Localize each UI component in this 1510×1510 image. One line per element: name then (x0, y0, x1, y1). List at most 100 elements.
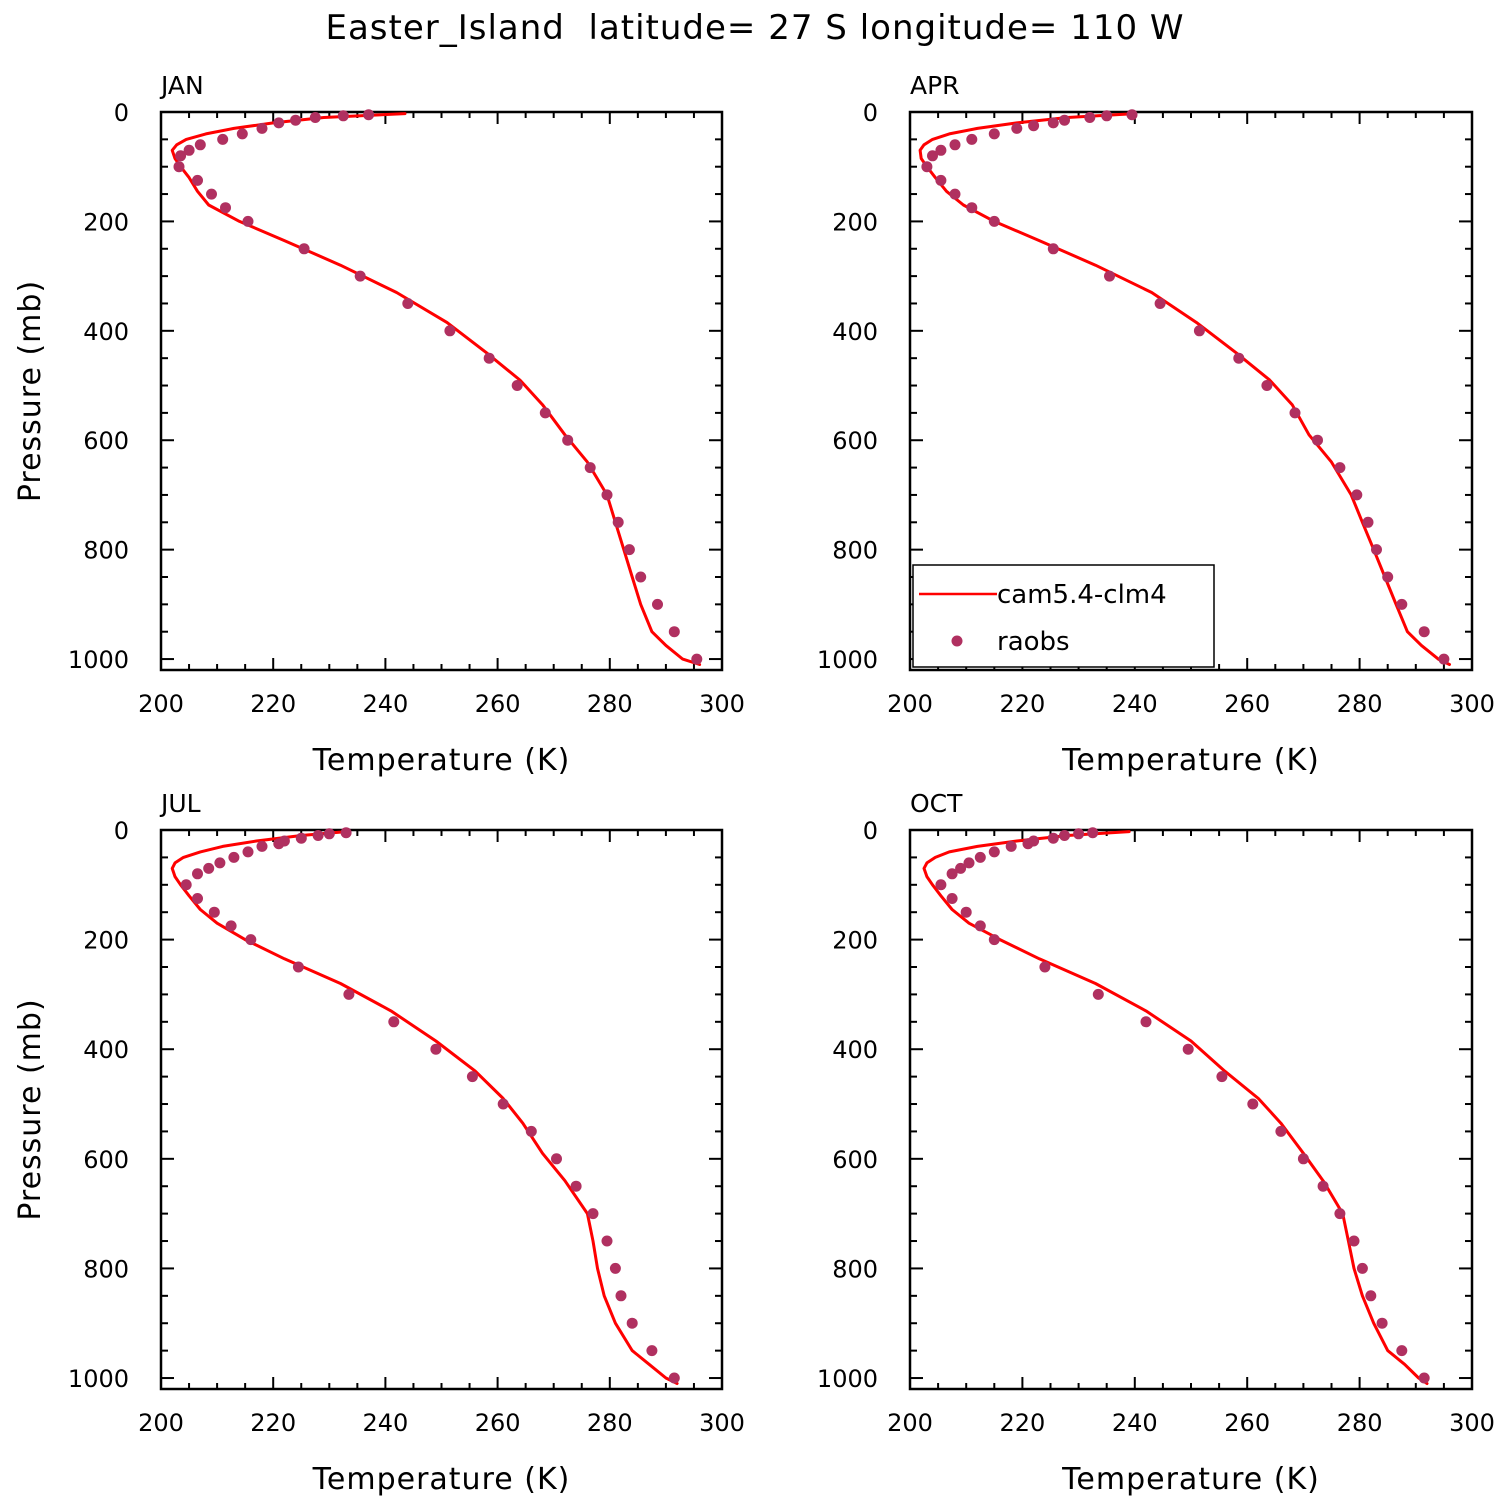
raobs-point-jan (612, 516, 624, 528)
raobs-point-jan (601, 489, 613, 501)
raobs-point-oct (1356, 1262, 1368, 1274)
y-tick-label-apr: 0 (863, 99, 878, 127)
raobs-point-jan (256, 122, 268, 134)
raobs-point-oct (1275, 1125, 1287, 1137)
raobs-point-oct (946, 893, 958, 904)
raobs-point-jul (615, 1290, 627, 1302)
model-profile-line-oct (922, 830, 1429, 1385)
x-tick-label-oct: 220 (999, 1409, 1045, 1437)
x-tick-label-apr: 260 (1224, 690, 1270, 718)
x-axis-title-oct: Temperature (K) (1061, 1462, 1320, 1497)
raobs-point-oct (946, 868, 958, 880)
y-tick-label-apr: 1000 (817, 646, 878, 674)
panel-label-oct: OCT (910, 789, 963, 818)
y-tick-label-jan: 0 (114, 99, 129, 127)
figure-title: Easter_Island latitude= 27 S longitude= … (325, 8, 1185, 48)
raobs-point-jul (497, 1098, 509, 1110)
raobs-point-oct (1376, 1317, 1388, 1329)
raobs-point-oct (1140, 1016, 1152, 1028)
raobs-point-apr (935, 144, 947, 156)
y-tick-label-oct: 400 (832, 1036, 878, 1064)
raobs-point-jan (511, 380, 523, 391)
legend-label-model: cam5.4-clm4 (997, 580, 1167, 610)
y-tick-label-apr: 200 (832, 208, 878, 236)
y-tick-label-oct: 0 (863, 817, 878, 845)
raobs-point-apr (1261, 380, 1273, 391)
raobs-point-jul (430, 1043, 442, 1055)
raobs-point-apr (1418, 626, 1430, 638)
raobs-point-jan (444, 325, 456, 337)
raobs-point-apr (949, 188, 961, 200)
raobs-point-apr (921, 161, 933, 173)
raobs-point-oct (988, 846, 1000, 858)
y-tick-label-oct: 1000 (817, 1365, 878, 1393)
x-tick-label-jul: 300 (699, 1409, 745, 1437)
raobs-point-oct (1216, 1071, 1228, 1083)
legend-label-obs: raobs (997, 627, 1070, 657)
x-tick-label-oct: 240 (1112, 1409, 1158, 1437)
raobs-point-oct (1348, 1235, 1360, 1247)
raobs-point-jul (273, 838, 285, 850)
raobs-point-apr (1047, 243, 1059, 255)
raobs-point-jan (635, 571, 647, 583)
raobs-point-jan (220, 202, 231, 214)
raobs-point-apr (1028, 120, 1040, 132)
panel-label-apr: APR (910, 71, 960, 100)
raobs-point-apr (1059, 114, 1070, 126)
raobs-point-apr (1351, 489, 1363, 501)
raobs-point-oct (1005, 840, 1017, 852)
y-tick-label-jul: 400 (83, 1036, 129, 1064)
raobs-point-oct (974, 920, 986, 932)
raobs-point-jul (388, 1016, 400, 1028)
raobs-point-apr (1334, 462, 1346, 474)
raobs-point-jan (298, 243, 310, 255)
plot-frame-jul (159, 828, 724, 1391)
raobs-point-jan (691, 653, 703, 665)
raobs-point-jan (539, 407, 551, 419)
raobs-point-jul (203, 862, 215, 874)
raobs-point-jan (562, 434, 574, 446)
raobs-point-jan (483, 352, 495, 364)
raobs-point-oct (1039, 961, 1051, 973)
raobs-point-apr (1047, 117, 1059, 129)
raobs-point-jan (273, 117, 285, 129)
raobs-point-jan (192, 174, 203, 186)
raobs-point-apr (1011, 122, 1023, 134)
raobs-point-jul (208, 906, 220, 918)
raobs-point-jul (609, 1262, 621, 1274)
raobs-point-jul (180, 879, 192, 891)
raobs-point-oct (1182, 1043, 1194, 1055)
raobs-point-jul (587, 1208, 599, 1220)
raobs-point-apr (1362, 516, 1374, 528)
raobs-point-oct (1297, 1153, 1309, 1165)
raobs-point-jul (228, 851, 240, 863)
raobs-point-oct (1087, 827, 1099, 839)
raobs-point-jul (626, 1317, 638, 1329)
raobs-point-jan (337, 110, 349, 122)
raobs-point-apr (1382, 571, 1394, 583)
y-tick-label-apr: 800 (832, 537, 878, 565)
raobs-point-jan (236, 128, 248, 140)
y-axis-title-jan: Pressure (mb) (13, 280, 48, 502)
raobs-point-oct (1059, 830, 1070, 841)
raobs-point-oct (1092, 988, 1104, 1000)
raobs-point-apr (935, 174, 947, 186)
x-tick-label-oct: 200 (887, 1409, 933, 1437)
raobs-point-oct (1396, 1345, 1408, 1357)
raobs-point-jan (242, 215, 254, 227)
raobs-point-jul (646, 1345, 658, 1357)
raobs-point-apr (1289, 407, 1301, 419)
raobs-point-jul (312, 830, 324, 841)
raobs-point-jul (242, 846, 254, 858)
raobs-point-oct (1047, 832, 1059, 844)
raobs-point-oct (1365, 1290, 1377, 1302)
x-tick-label-apr: 300 (1449, 690, 1495, 718)
raobs-point-jan (290, 114, 302, 126)
y-tick-label-apr: 400 (832, 318, 878, 346)
raobs-point-jul (466, 1071, 478, 1083)
raobs-point-oct (963, 857, 975, 869)
x-tick-label-jan: 300 (699, 690, 745, 718)
panel-apr: 200 220 240 260 280 300 0 200 400 600 800 1000 Tempe… (817, 71, 1495, 778)
raobs-point-jan (652, 598, 663, 610)
x-tick-label-jan: 280 (587, 690, 633, 718)
